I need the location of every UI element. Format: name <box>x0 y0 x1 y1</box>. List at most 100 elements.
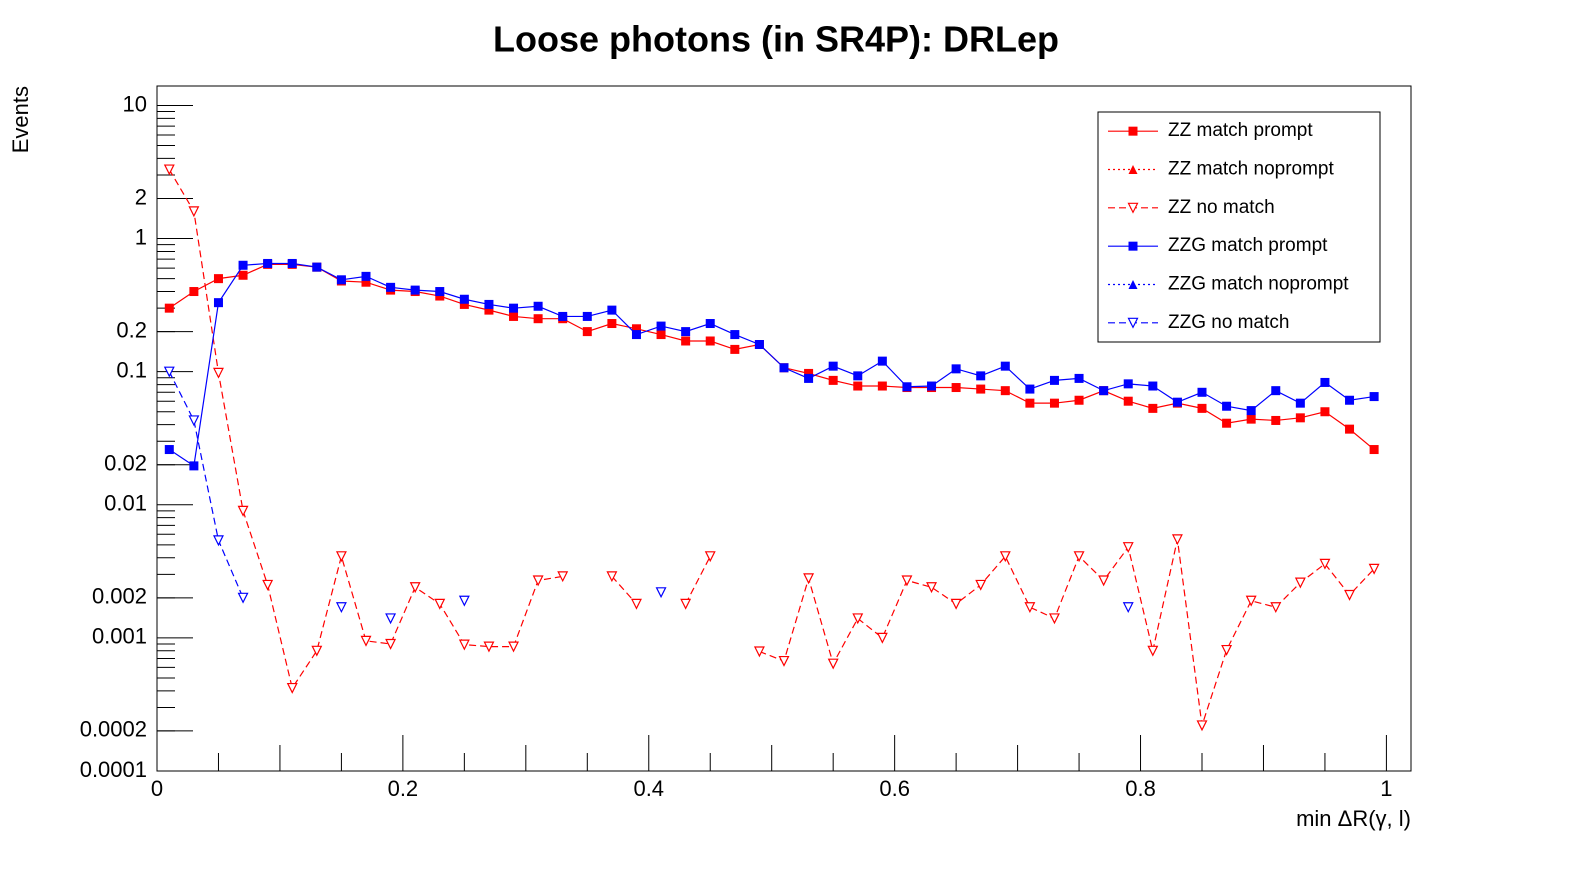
marker <box>189 461 199 471</box>
legend-label: ZZG match prompt <box>1168 235 1328 256</box>
marker <box>1172 397 1182 407</box>
marker <box>188 415 200 427</box>
y-tick-label: 10 <box>123 91 147 116</box>
marker <box>828 375 838 385</box>
y-tick-label: 0.02 <box>104 451 147 476</box>
marker <box>557 571 569 583</box>
marker <box>877 381 887 391</box>
y-tick-label: 0.001 <box>92 624 147 649</box>
marker <box>189 287 199 297</box>
marker <box>188 206 200 218</box>
marker <box>164 445 174 455</box>
marker <box>1222 401 1232 411</box>
marker <box>582 311 592 321</box>
marker <box>779 363 789 373</box>
marker <box>1345 395 1355 405</box>
marker <box>1074 373 1084 383</box>
y-tick-label: 0.002 <box>92 584 147 609</box>
marker <box>1148 403 1158 413</box>
marker <box>533 314 543 324</box>
marker <box>607 305 617 315</box>
marker <box>1295 413 1305 423</box>
marker <box>1024 602 1036 614</box>
chart-title: Loose photons (in SR4P): DRLep <box>493 19 1059 60</box>
marker <box>655 587 667 599</box>
marker <box>1099 386 1109 396</box>
marker <box>1147 645 1159 657</box>
marker <box>680 598 692 610</box>
marker <box>876 632 888 644</box>
marker <box>509 311 519 321</box>
marker <box>335 551 347 563</box>
marker <box>852 613 864 625</box>
marker <box>385 638 397 650</box>
marker <box>311 645 323 657</box>
y-tick-label: 2 <box>135 184 147 209</box>
marker <box>312 262 322 272</box>
marker <box>1127 202 1139 214</box>
marker <box>1128 126 1138 136</box>
marker <box>386 282 396 292</box>
marker <box>975 579 987 591</box>
marker <box>976 384 986 394</box>
marker <box>1196 720 1208 732</box>
marker <box>459 299 469 309</box>
marker <box>1320 377 1330 387</box>
marker <box>238 260 248 270</box>
marker <box>1000 361 1010 371</box>
y-tick-label: 0.1 <box>116 357 147 382</box>
marker <box>213 274 223 284</box>
marker <box>704 551 716 563</box>
marker <box>656 330 666 340</box>
x-tick-label: 0.4 <box>633 776 664 801</box>
legend-label: ZZG no match <box>1168 312 1289 333</box>
y-tick-label: 1 <box>135 224 147 249</box>
marker <box>631 330 641 340</box>
marker <box>1221 644 1233 656</box>
marker <box>237 592 249 604</box>
marker <box>681 336 691 346</box>
legend-label: ZZ match noprompt <box>1168 159 1334 180</box>
y-tick-label: 0.01 <box>104 491 147 516</box>
marker <box>753 646 765 658</box>
marker <box>508 641 519 653</box>
marker <box>1025 384 1035 394</box>
marker <box>803 573 815 585</box>
marker <box>1049 375 1059 385</box>
marker <box>213 298 223 308</box>
marker <box>1295 398 1305 408</box>
marker <box>361 277 371 287</box>
marker <box>410 285 420 295</box>
marker <box>1123 379 1133 389</box>
marker <box>1369 445 1379 455</box>
marker <box>950 598 962 610</box>
series-line <box>759 539 1375 726</box>
x-tick-label: 0 <box>151 776 163 801</box>
marker <box>361 271 371 281</box>
marker <box>1222 418 1232 428</box>
series-line <box>685 556 711 605</box>
marker <box>631 324 641 334</box>
marker <box>1319 558 1331 570</box>
marker <box>263 258 273 268</box>
y-tick-label: 0.0002 <box>80 717 147 742</box>
marker <box>336 275 346 285</box>
marker <box>606 571 618 583</box>
marker <box>926 582 937 594</box>
y-tick-label: 0.0001 <box>80 757 147 782</box>
marker <box>730 344 740 354</box>
marker <box>435 291 445 301</box>
marker <box>484 305 494 315</box>
marker <box>1197 403 1207 413</box>
marker <box>237 505 249 517</box>
marker <box>902 382 912 392</box>
marker <box>827 658 839 670</box>
marker <box>1271 415 1281 425</box>
marker <box>1128 241 1138 251</box>
series-line <box>168 169 563 690</box>
marker <box>164 303 174 313</box>
marker <box>607 319 617 329</box>
legend-label: ZZ no match <box>1168 197 1275 218</box>
marker <box>951 383 961 393</box>
